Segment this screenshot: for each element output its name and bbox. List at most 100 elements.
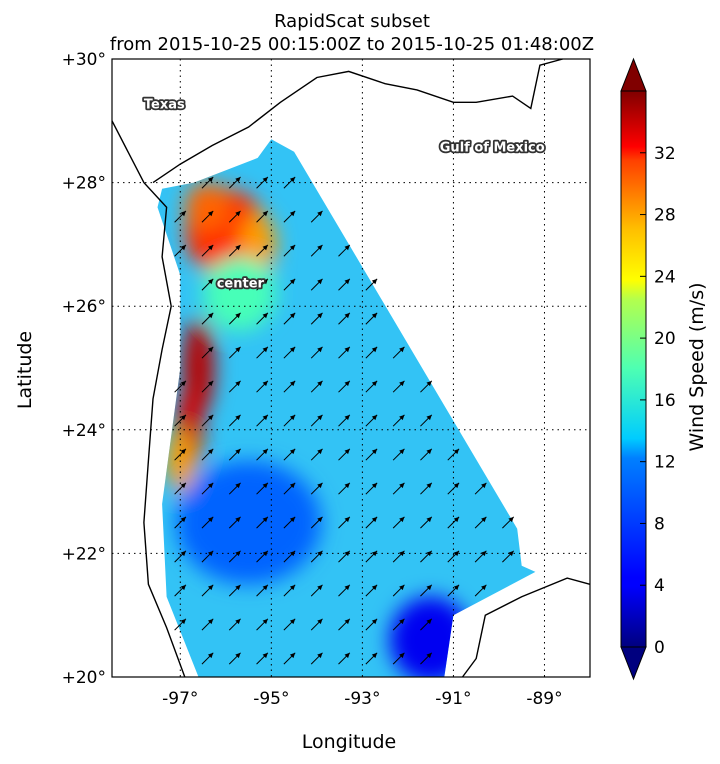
wind-vector bbox=[283, 346, 296, 359]
wind-vector bbox=[201, 414, 214, 427]
wind-vector bbox=[310, 346, 323, 359]
wind-vector bbox=[365, 584, 378, 597]
colorbar-tick-label: 8 bbox=[654, 514, 665, 534]
wind-speed-region bbox=[175, 460, 322, 585]
wind-vector bbox=[338, 346, 351, 359]
chart-subtitle: from 2015-10-25 00:15:00Z to 2015-10-25 … bbox=[110, 34, 594, 55]
colorbar-extend-max bbox=[620, 57, 647, 92]
colorbar-tick-label: 0 bbox=[654, 638, 665, 658]
wind-vector bbox=[201, 346, 214, 359]
wind-vector bbox=[365, 652, 378, 665]
wind-vector bbox=[310, 482, 323, 495]
coastline bbox=[111, 58, 591, 678]
grid-lines bbox=[112, 58, 590, 678]
chart-title: RapidScat subset bbox=[274, 11, 430, 32]
wind-vector bbox=[201, 176, 214, 189]
wind-speed-region bbox=[203, 256, 276, 331]
colorbar-tick-label: 4 bbox=[654, 576, 665, 596]
wind-vector bbox=[283, 380, 296, 393]
wind-vector bbox=[310, 652, 323, 665]
wind-vector bbox=[392, 414, 405, 427]
wind-vector bbox=[201, 278, 214, 291]
wind-vector bbox=[283, 448, 296, 461]
wind-vector bbox=[228, 550, 241, 563]
wind-vector bbox=[174, 584, 187, 597]
wind-vector bbox=[392, 550, 405, 563]
wind-vector bbox=[310, 414, 323, 427]
wind-vector bbox=[310, 618, 323, 631]
wind-vector bbox=[283, 652, 296, 665]
wind-vector bbox=[338, 278, 351, 291]
wind-vector bbox=[228, 584, 241, 597]
wind-vector bbox=[365, 414, 378, 427]
colorbar-extend-min bbox=[620, 646, 647, 681]
x-tick-label: -91° bbox=[435, 689, 471, 709]
wind-vector bbox=[228, 448, 241, 461]
wind-vector bbox=[201, 210, 214, 223]
wind-vector bbox=[365, 278, 378, 291]
wind-vector bbox=[228, 176, 241, 189]
wind-vector bbox=[338, 414, 351, 427]
wind-vector bbox=[338, 380, 351, 393]
wind-vector bbox=[256, 448, 269, 461]
y-tick-label: +28° bbox=[62, 174, 106, 194]
wind-vector bbox=[201, 652, 214, 665]
wind-vector bbox=[174, 244, 187, 257]
wind-vector bbox=[228, 312, 241, 325]
wind-vector bbox=[283, 516, 296, 529]
wind-vector bbox=[256, 516, 269, 529]
y-tick-label: +30° bbox=[62, 50, 106, 70]
wind-vector bbox=[228, 346, 241, 359]
svg-text:center: center bbox=[217, 277, 265, 292]
y-axis-label: Latitude bbox=[14, 331, 36, 409]
wind-vector bbox=[174, 448, 187, 461]
colorbar: 0 4 8 12 16 20 24 28 32 Wind Speed (m/s) bbox=[620, 57, 708, 681]
wind-vector bbox=[392, 516, 405, 529]
wind-vector bbox=[420, 516, 433, 529]
wind-vector bbox=[256, 278, 269, 291]
wind-vector bbox=[256, 584, 269, 597]
colorbar-tick-label: 32 bbox=[654, 144, 676, 164]
svg-text:Gulf of Mexico: Gulf of Mexico bbox=[440, 141, 545, 156]
wind-vector bbox=[392, 652, 405, 665]
wind-vector bbox=[256, 550, 269, 563]
wind-vector bbox=[228, 516, 241, 529]
wind-vector bbox=[420, 482, 433, 495]
wind-vector bbox=[365, 550, 378, 563]
wind-vector bbox=[474, 550, 487, 563]
wind-vector bbox=[310, 584, 323, 597]
wind-vector bbox=[338, 312, 351, 325]
wind-vector bbox=[228, 278, 241, 291]
wind-vector bbox=[365, 346, 378, 359]
wind-vector bbox=[474, 584, 487, 597]
wind-vector bbox=[283, 278, 296, 291]
wind-vector bbox=[201, 380, 214, 393]
wind-vector bbox=[283, 550, 296, 563]
wind-vector bbox=[201, 244, 214, 257]
wind-vector bbox=[201, 550, 214, 563]
x-axis-label: Longitude bbox=[302, 731, 397, 753]
wind-vector bbox=[174, 380, 187, 393]
wind-vector bbox=[256, 176, 269, 189]
wind-vector bbox=[447, 584, 460, 597]
wind-vector bbox=[174, 210, 187, 223]
wind-vector bbox=[420, 448, 433, 461]
wind-vector bbox=[283, 414, 296, 427]
wind-vector bbox=[310, 312, 323, 325]
wind-vector bbox=[228, 244, 241, 257]
wind-vector bbox=[502, 550, 515, 563]
colorbar-tick-label: 12 bbox=[654, 453, 676, 473]
wind-vector bbox=[256, 380, 269, 393]
wind-vector bbox=[228, 210, 241, 223]
wind-vector bbox=[392, 618, 405, 631]
plot-frame bbox=[111, 58, 591, 678]
wind-vector bbox=[201, 516, 214, 529]
wind-vector bbox=[447, 448, 460, 461]
wind-vector bbox=[201, 482, 214, 495]
wind-vector bbox=[174, 618, 187, 631]
wind-vector bbox=[310, 244, 323, 257]
y-tick-label: +24° bbox=[62, 421, 106, 441]
wind-vector bbox=[256, 312, 269, 325]
